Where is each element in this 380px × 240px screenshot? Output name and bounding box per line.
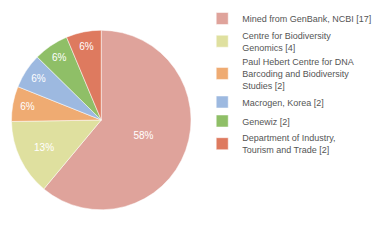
svg-text:Paul Hebert Centre for DNABarc: Paul Hebert Centre for DNABarcoding and … [242, 57, 354, 90]
svg-text:13%: 13% [34, 142, 54, 153]
svg-text:Mined from GenBank, NCBI [17]: Mined from GenBank, NCBI [17] [242, 14, 371, 24]
svg-text:Genewiz [2]: Genewiz [2] [242, 117, 290, 127]
svg-text:Department of Industry,Tourism: Department of Industry,Tourism and Trade… [242, 133, 335, 155]
svg-text:6%: 6% [79, 41, 94, 52]
svg-text:6%: 6% [31, 73, 46, 84]
svg-text:Centre for BiodiversityGenomic: Centre for BiodiversityGenomics [4] [242, 31, 331, 53]
svg-text:58%: 58% [133, 130, 153, 141]
svg-text:Macrogen, Korea [2]: Macrogen, Korea [2] [242, 98, 324, 108]
svg-text:6%: 6% [20, 101, 35, 112]
svg-text:6%: 6% [52, 52, 67, 63]
